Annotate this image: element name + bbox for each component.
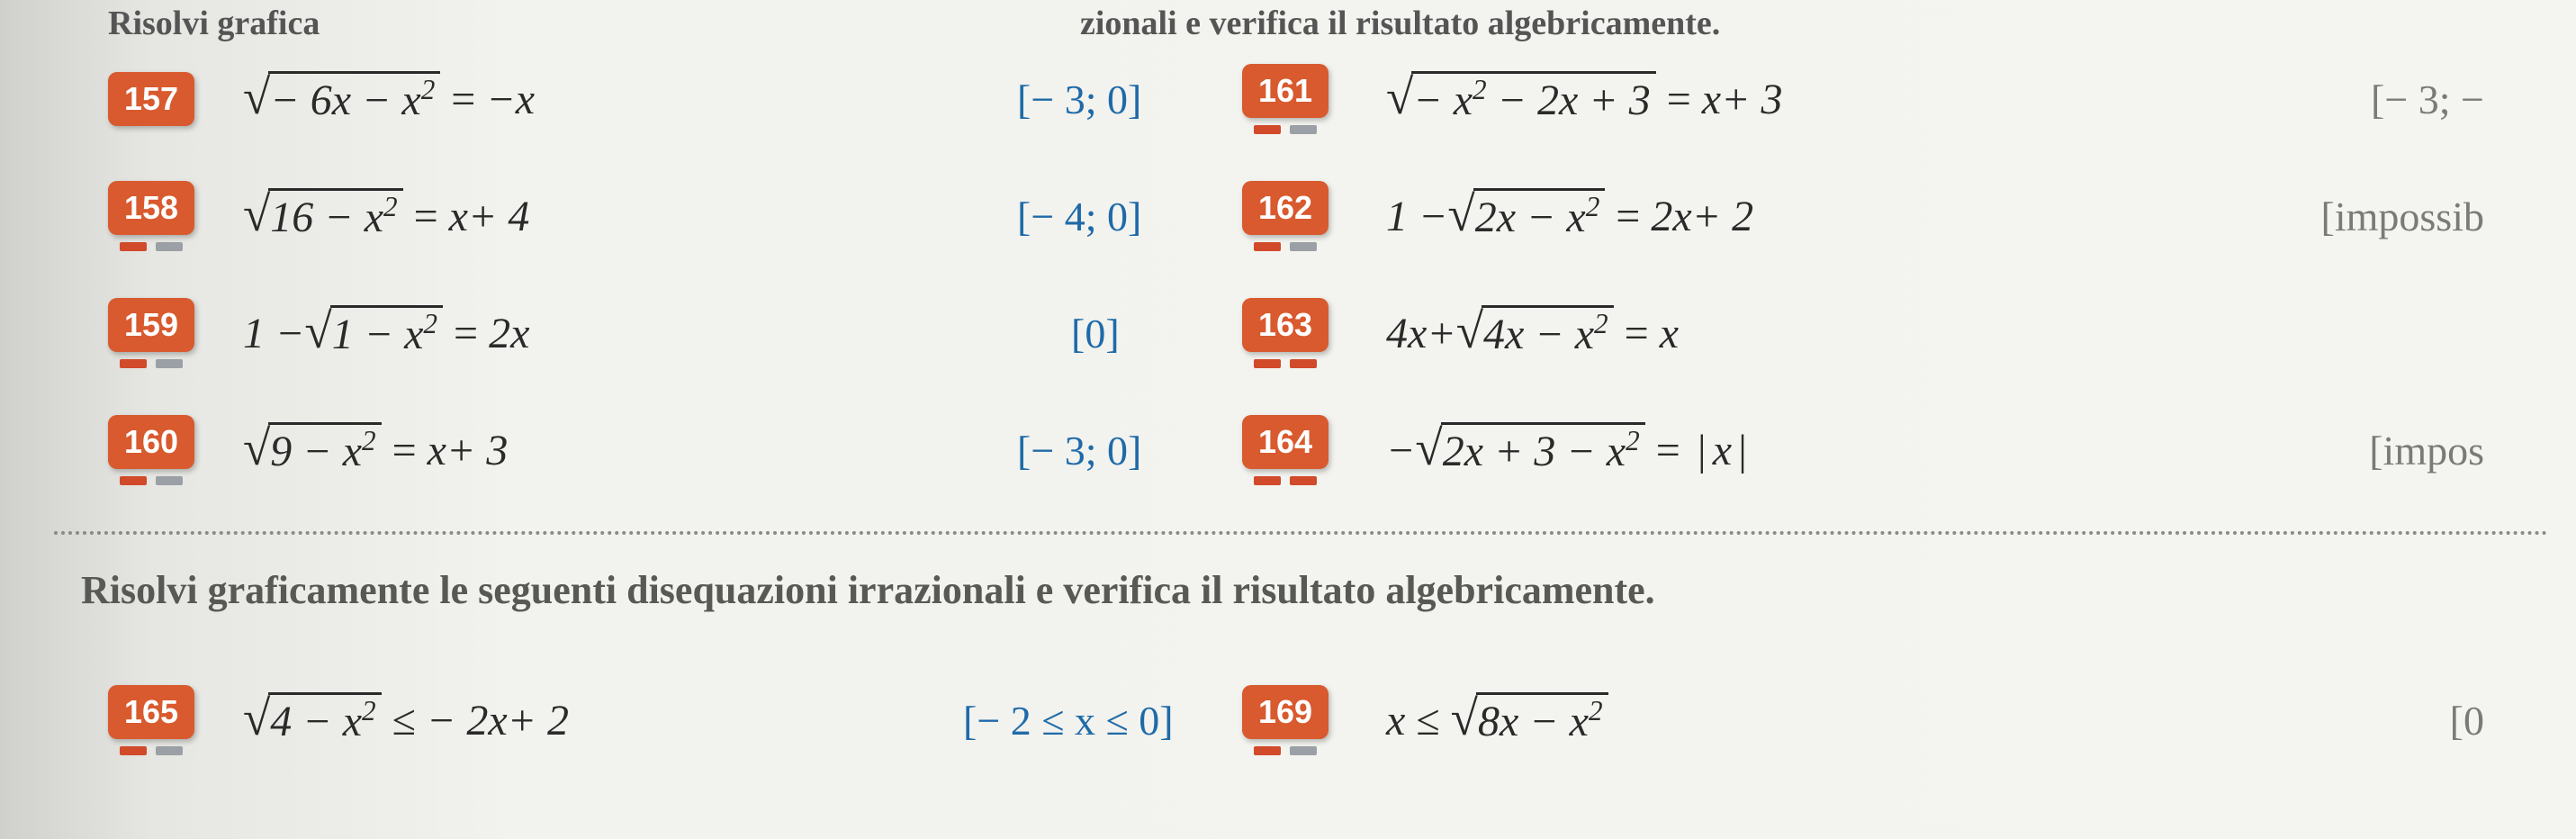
- difficulty-bar-icon: [1290, 476, 1317, 485]
- exercise-number-badge: 169: [1242, 685, 1329, 739]
- equation: √− 6x − x2=− x: [243, 71, 535, 128]
- difficulty-bar-icon: [120, 476, 147, 485]
- difficulty-bar-icon: [1254, 125, 1281, 134]
- equation: √− x2 − 2x + 3=x + 3: [1386, 71, 1782, 128]
- exercise-number-badge: 160: [108, 415, 194, 469]
- difficulty-bar-icon: [1290, 359, 1317, 368]
- section-divider: [54, 531, 2549, 535]
- answer-interval: [− 3; −: [2371, 76, 2484, 123]
- exercise-row: 164 − √2x + 3 − x2=| x | [impos: [1242, 396, 2556, 504]
- exercise-number-badge: 162: [1242, 181, 1329, 235]
- difficulty-bar-icon: [156, 242, 183, 251]
- answer-interval: [− 3; 0]: [1017, 427, 1141, 474]
- instruction-fragment-right: zionali e verifica il risultato algebric…: [1080, 4, 1720, 43]
- difficulty-bar-icon: [156, 359, 183, 368]
- equation: 1 − √1 − x2=2x: [243, 305, 529, 362]
- difficulty-bar-icon: [1290, 125, 1317, 134]
- equation: √16 − x2=x + 4: [243, 188, 529, 245]
- answer-interval: [− 3; 0]: [1017, 76, 1141, 123]
- exercise-number-badge: 163: [1242, 298, 1329, 352]
- answer-interval: [− 2 ≤ x ≤ 0]: [963, 697, 1174, 744]
- exercise-number-badge: 158: [108, 181, 194, 235]
- difficulty-bar-icon: [120, 242, 147, 251]
- exercise-number-badge: 161: [1242, 64, 1329, 118]
- equation: − √2x + 3 − x2=| x |: [1386, 422, 1753, 479]
- exercise-number-badge: 157: [108, 72, 194, 126]
- section-heading: Risolvi graficamente le seguenti disequa…: [81, 567, 1655, 613]
- answer-text: [impos: [2369, 427, 2484, 474]
- difficulty-bar-icon: [1290, 746, 1317, 755]
- instruction-fragment-left: Risolvi grafica: [108, 4, 320, 43]
- exercise-number-badge: 164: [1242, 415, 1329, 469]
- inequality: x≤√8x − x2: [1386, 692, 1608, 749]
- equation: 1 − √2x − x2=2x + 2: [1386, 188, 1753, 245]
- answer-text: [impossib: [2321, 193, 2484, 240]
- answer-interval: [0: [2450, 697, 2484, 744]
- exercise-number-badge: 159: [108, 298, 194, 352]
- difficulty-bar-icon: [156, 746, 183, 755]
- difficulty-bar-icon: [1254, 746, 1281, 755]
- exercise-row: 169 x≤√8x − x2 [0: [1242, 666, 2556, 774]
- exercise-row: 162 1 − √2x − x2=2x + 2 [impossib: [1242, 162, 2556, 270]
- difficulty-bar-icon: [156, 476, 183, 485]
- answer-interval: [0]: [1071, 310, 1120, 357]
- answer-interval: [− 4; 0]: [1017, 193, 1141, 240]
- difficulty-bar-icon: [120, 746, 147, 755]
- difficulty-bar-icon: [1254, 242, 1281, 251]
- difficulty-bar-icon: [1290, 242, 1317, 251]
- textbook-page: Risolvi grafica zionali e verifica il ri…: [0, 0, 2576, 839]
- inequality: √4 − x2≤− 2x + 2: [243, 692, 569, 749]
- exercise-number-badge: 165: [108, 685, 194, 739]
- difficulty-bar-icon: [1254, 476, 1281, 485]
- exercise-row: 161 √− x2 − 2x + 3=x + 3 [− 3; −: [1242, 45, 2556, 153]
- difficulty-bar-icon: [120, 359, 147, 368]
- equation: 4x + √4x − x2=x: [1386, 305, 1679, 362]
- difficulty-bar-icon: [1254, 359, 1281, 368]
- equation: √9 − x2=x + 3: [243, 422, 508, 479]
- exercise-row: 163 4x + √4x − x2=x: [1242, 279, 2556, 387]
